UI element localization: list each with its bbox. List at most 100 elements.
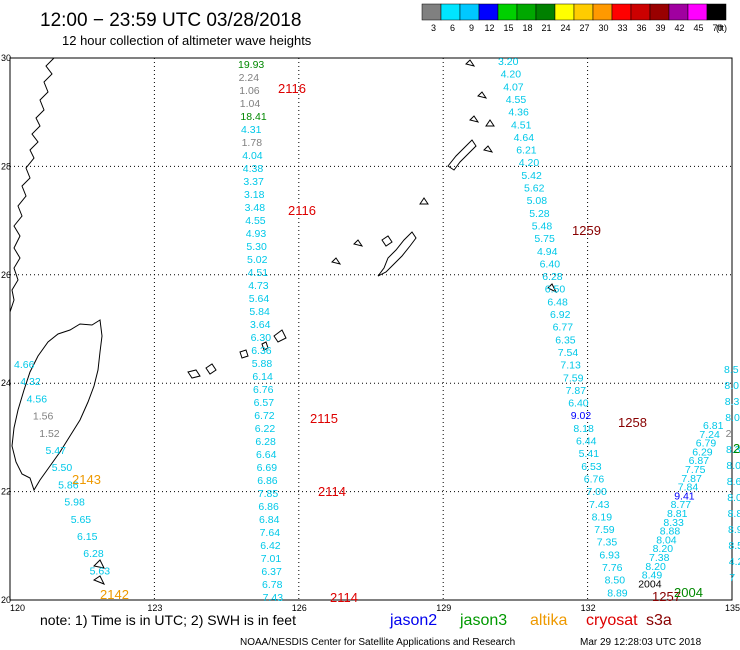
coastline-segment <box>331 257 342 265</box>
legend-tick-label: 42 <box>674 23 684 33</box>
swh-value: 6.86 <box>257 475 278 487</box>
swh-value: 7.59 <box>594 524 615 536</box>
swh-value: 6.69 <box>257 462 278 474</box>
swh-value: 1.56 <box>33 411 54 423</box>
coastline-segment <box>11 319 103 492</box>
swh-value: 8.0 <box>726 460 740 472</box>
swh-value: 5.08 <box>527 195 548 207</box>
legend-swatch-18 <box>516 3 537 21</box>
swh-value: 7.54 <box>558 347 579 359</box>
swh-value: 5.65 <box>71 514 92 526</box>
legend-tick-label: 36 <box>636 23 646 33</box>
coastline-segment <box>377 231 417 277</box>
swh-value: 4.38 <box>243 163 264 175</box>
swh-value: 9.02 <box>571 410 592 422</box>
pass-label: 2142 <box>100 587 129 602</box>
swh-value: 6.78 <box>262 579 283 591</box>
swh-value: 7.24 <box>699 429 720 441</box>
plot-border <box>9 57 733 601</box>
lon-tick-label: 126 <box>292 603 307 613</box>
swh-value: 6.40 <box>540 258 561 270</box>
legend-tick-label: 12 <box>484 23 494 33</box>
swh-value: 2 <box>726 428 732 440</box>
legend-unit-label: (ft) <box>716 23 727 33</box>
swh-value: 4.55 <box>245 215 266 227</box>
pass-label: 2143 <box>72 472 101 487</box>
swh-value: 5.75 <box>534 233 555 245</box>
swh-value: 3.18 <box>244 189 265 201</box>
swh-value: 8.88 <box>660 526 681 538</box>
pass-label: 1259 <box>572 223 601 238</box>
swh-value: 7.75 <box>685 464 706 476</box>
swh-value: 8.3 <box>726 444 740 456</box>
swh-value: 6.50 <box>545 284 566 296</box>
swh-value: 5.98 <box>64 497 85 509</box>
swh-value: 7.76 <box>602 562 623 574</box>
swh-value: 7 <box>729 572 735 584</box>
coastline-segment <box>447 139 477 171</box>
lon-tick-label: 129 <box>436 603 451 613</box>
swh-value: 5.42 <box>521 170 542 182</box>
legend-tick-label: 45 <box>693 23 703 33</box>
swh-value: 6.48 <box>547 296 568 308</box>
lat-tick-label: 22 <box>1 487 11 497</box>
legend-tick-label: 30 <box>598 23 608 33</box>
swh-value: 6.15 <box>77 531 98 543</box>
swh-value: 6.92 <box>550 309 571 321</box>
legend-swatch-27 <box>573 3 594 21</box>
swh-value: 1.52 <box>39 428 60 440</box>
pass-label: 2004 <box>674 585 703 600</box>
map-subtitle: 12 hour collection of altimeter wave hei… <box>62 33 312 48</box>
legend-tick-label: 24 <box>560 23 570 33</box>
swh-value: 5.41 <box>579 448 600 460</box>
swh-value: 4.56 <box>27 393 48 405</box>
swh-value: 6.53 <box>581 461 602 473</box>
swh-value: 5.30 <box>246 241 267 253</box>
swh-value: 8.33 <box>663 517 684 529</box>
legend-tick-label: 9 <box>469 23 474 33</box>
swh-value: 6.36 <box>251 345 272 357</box>
swh-value: 4.73 <box>248 280 269 292</box>
legend-tick-label: 33 <box>617 23 627 33</box>
swh-value: 1.04 <box>240 98 261 110</box>
satellite-jason3: jason3 <box>459 612 507 629</box>
swh-value: 4.20 <box>519 157 540 169</box>
swh-value: 7.38 <box>649 552 670 564</box>
swh-value: 4.93 <box>246 228 267 240</box>
swh-value: 4.51 <box>511 119 532 131</box>
swh-value: 6.28 <box>255 436 276 448</box>
swh-value: 4.04 <box>242 150 263 162</box>
legend-swatch-24 <box>554 3 575 21</box>
footer-note: note: 1) Time is in UTC; 2) SWH is in fe… <box>40 612 296 628</box>
legend-swatch-12 <box>478 3 499 21</box>
swh-value: 6.77 <box>553 322 574 334</box>
lon-tick-label: 135 <box>725 603 740 613</box>
legend-tick-label: 6 <box>450 23 455 33</box>
legend-swatch-3 <box>421 3 442 21</box>
swh-value: 6.79 <box>696 438 717 450</box>
coastline-segment <box>381 235 393 247</box>
pass-label: 2114 <box>318 484 346 499</box>
swh-value: 6.22 <box>255 423 276 435</box>
lat-tick-label: 26 <box>1 270 11 280</box>
swh-value: 6.76 <box>253 384 274 396</box>
swh-value: 3.37 <box>243 176 264 188</box>
swh-value: 6.28 <box>542 271 563 283</box>
swh-value: 6.42 <box>260 540 281 552</box>
swh-value: 4.64 <box>514 132 535 144</box>
coastline-segment <box>92 559 105 569</box>
swh-value: 8.20 <box>645 561 666 573</box>
swh-value: 6.72 <box>254 410 275 422</box>
legend-swatch-70 <box>706 3 727 21</box>
swh-value: 8.5 <box>724 364 739 376</box>
swh-value: 4.66 <box>14 359 35 371</box>
legend-swatch-36 <box>630 3 651 21</box>
swh-value: 5.62 <box>524 183 545 195</box>
footer-timestamp: Mar 29 12:28:03 UTC 2018 <box>580 637 702 648</box>
legend-swatch-45 <box>687 3 708 21</box>
coastline-segment <box>419 197 429 205</box>
swh-value: 5.02 <box>247 254 268 266</box>
legend-tick-label: 15 <box>503 23 513 33</box>
swh-value: 19.93 <box>238 59 264 71</box>
